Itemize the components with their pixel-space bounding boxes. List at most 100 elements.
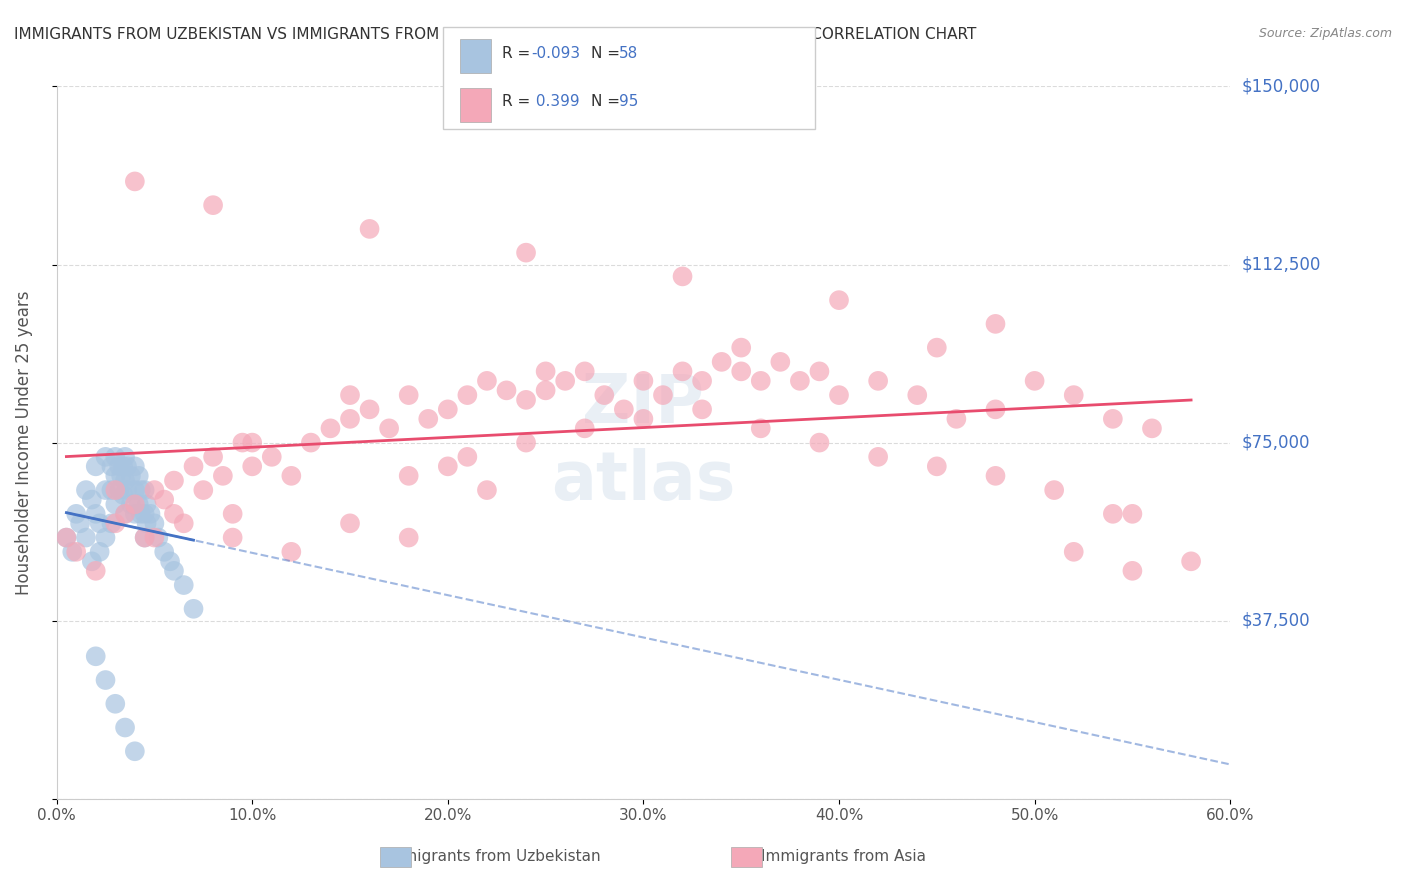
Point [124, 174, 146, 188]
Point [398, 468, 420, 483]
Point [114, 507, 136, 521]
Point [1024, 374, 1046, 388]
Point [475, 483, 498, 497]
Point [319, 421, 342, 435]
Text: 0.399: 0.399 [531, 95, 581, 110]
Point [240, 459, 263, 474]
Text: R =: R = [502, 95, 536, 110]
Point [339, 388, 361, 402]
Point [475, 374, 498, 388]
Point [202, 198, 225, 212]
Point [120, 468, 142, 483]
Point [280, 545, 302, 559]
Text: 95: 95 [619, 95, 638, 110]
Point [905, 388, 928, 402]
Point [108, 459, 131, 474]
Point [495, 384, 517, 398]
Point [1140, 421, 1163, 435]
Point [378, 421, 401, 435]
Point [104, 468, 127, 483]
Point [75, 531, 97, 545]
Point [808, 364, 831, 378]
Point [114, 450, 136, 464]
Text: $75,000: $75,000 [1241, 434, 1310, 451]
Point [730, 364, 752, 378]
Point [148, 531, 170, 545]
Point [104, 697, 127, 711]
Point [65, 545, 87, 559]
Point [984, 317, 1007, 331]
Text: -0.093: -0.093 [531, 46, 581, 62]
Point [789, 374, 811, 388]
Point [183, 602, 205, 616]
Point [153, 492, 176, 507]
Text: $112,500: $112,500 [1241, 255, 1320, 274]
Point [339, 412, 361, 426]
Point [104, 483, 127, 497]
Point [104, 450, 127, 464]
Point [120, 497, 142, 511]
Point [221, 531, 243, 545]
Text: $37,500: $37,500 [1241, 612, 1310, 630]
Point [115, 483, 138, 497]
Point [1121, 507, 1143, 521]
Point [593, 388, 616, 402]
Text: Immigrants from Asia: Immigrants from Asia [761, 849, 927, 863]
Point [65, 507, 87, 521]
Point [769, 355, 792, 369]
Point [129, 483, 152, 497]
Point [84, 564, 107, 578]
Point [534, 384, 557, 398]
Point [515, 435, 537, 450]
Point [100, 483, 122, 497]
Point [1102, 507, 1125, 521]
Point [75, 483, 97, 497]
Text: ZIP
atlas: ZIP atlas [551, 371, 735, 514]
Point [114, 721, 136, 735]
Point [554, 374, 576, 388]
Point [299, 435, 322, 450]
Point [945, 412, 967, 426]
Point [671, 364, 693, 378]
Point [183, 459, 205, 474]
Point [143, 531, 166, 545]
Point [163, 474, 186, 488]
Point [143, 483, 166, 497]
Point [89, 545, 111, 559]
Point [124, 483, 146, 497]
Point [710, 355, 733, 369]
Point [574, 421, 596, 435]
Point [193, 483, 215, 497]
Point [868, 450, 890, 464]
Point [173, 516, 195, 531]
Point [456, 388, 478, 402]
Point [671, 269, 693, 284]
Point [69, 516, 91, 531]
Point [515, 392, 537, 407]
Point [456, 450, 478, 464]
Point [55, 531, 77, 545]
Text: IMMIGRANTS FROM UZBEKISTAN VS IMMIGRANTS FROM ASIA HOUSEHOLDER INCOME UNDER 25 Y: IMMIGRANTS FROM UZBEKISTAN VS IMMIGRANTS… [14, 27, 976, 42]
Point [613, 402, 636, 417]
Point [112, 459, 135, 474]
Point [134, 531, 156, 545]
Point [339, 516, 361, 531]
Point [163, 564, 186, 578]
Point [135, 497, 157, 511]
Point [139, 507, 162, 521]
Y-axis label: Householder Income Under 25 years: Householder Income Under 25 years [15, 291, 32, 595]
Point [212, 468, 235, 483]
Point [80, 492, 103, 507]
Text: 58: 58 [619, 46, 638, 62]
Point [515, 245, 537, 260]
Point [574, 364, 596, 378]
Point [828, 388, 851, 402]
Point [749, 421, 772, 435]
Point [984, 468, 1007, 483]
Point [398, 388, 420, 402]
Point [437, 402, 460, 417]
Point [94, 483, 117, 497]
Point [115, 459, 138, 474]
Point [163, 507, 186, 521]
Point [398, 531, 420, 545]
